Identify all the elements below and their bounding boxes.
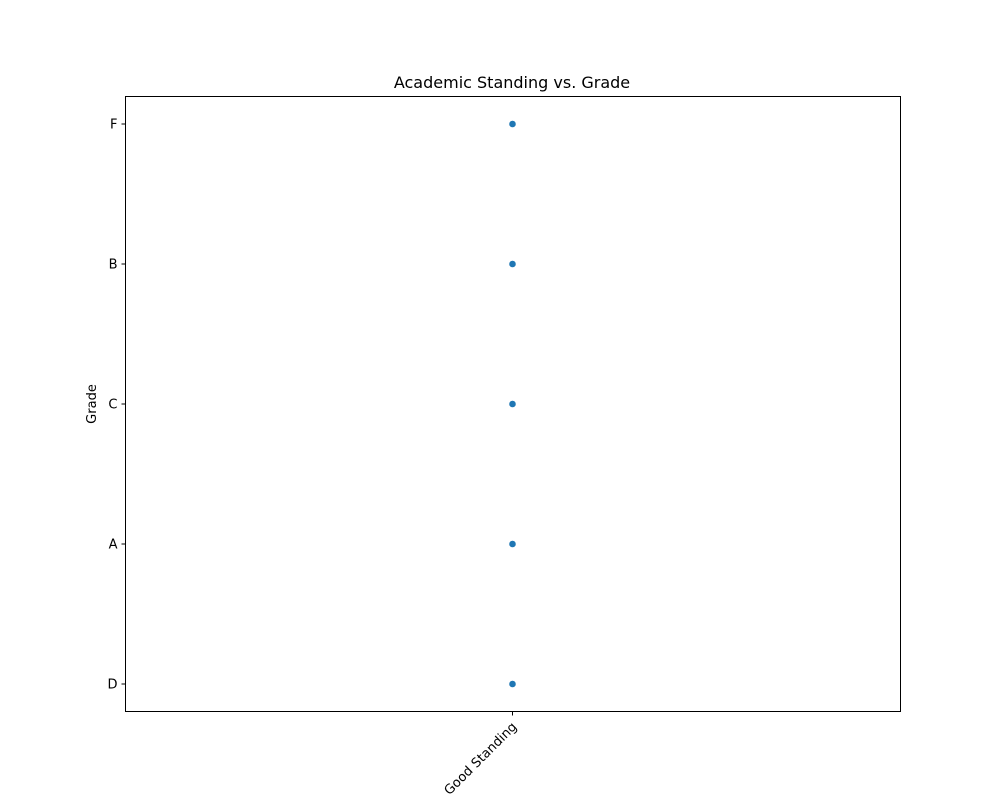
y-axis-ticks: D A C B F [107, 118, 126, 693]
y-tick-label: C [108, 398, 117, 413]
x-axis-ticks: Good Standing [442, 711, 521, 799]
y-tick-label: F [110, 118, 117, 133]
chart-title: Academic Standing vs. Grade [394, 73, 630, 92]
scatter-point [508, 400, 517, 408]
scatter-points [508, 120, 517, 688]
y-tick-label: D [107, 678, 117, 693]
scatter-point [508, 680, 517, 688]
scatter-point [508, 260, 517, 268]
x-tick-label: Good Standing [442, 720, 521, 799]
scatter-point [508, 120, 517, 128]
scatter-point [508, 540, 517, 548]
y-tick-label: B [109, 258, 118, 273]
y-tick-label: A [109, 538, 118, 553]
y-axis-label: Grade [85, 384, 100, 424]
